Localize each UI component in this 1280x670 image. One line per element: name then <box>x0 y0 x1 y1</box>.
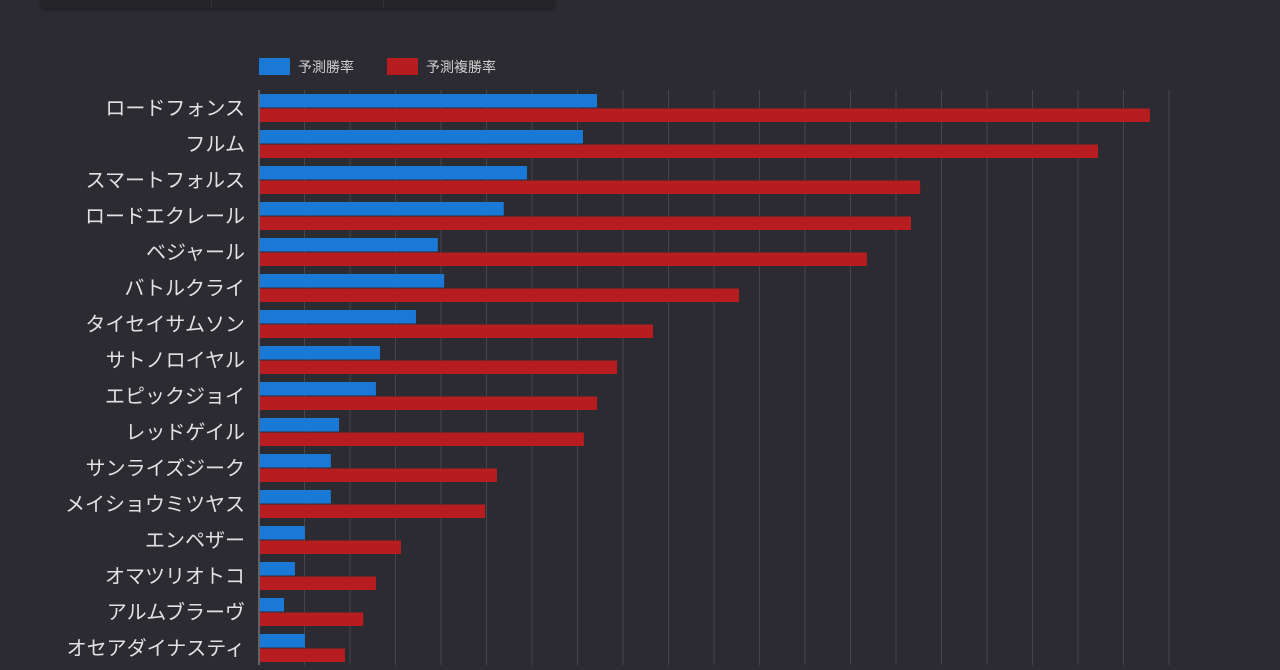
category-label: サトノロイヤル <box>106 348 245 372</box>
category-label: フルム <box>185 132 245 156</box>
category-label: スマートフォルス <box>86 168 245 192</box>
bar-win-rate <box>260 454 331 468</box>
bar-win-rate <box>260 562 295 576</box>
bar-place-rate <box>260 144 1099 158</box>
category-label: オマツリオトコ <box>105 564 245 588</box>
bar-win-rate <box>260 526 305 540</box>
bar-win-rate <box>260 382 376 396</box>
category-label: ロードエクレール <box>85 204 245 228</box>
bar-place-rate <box>260 612 364 626</box>
legend-swatch <box>387 58 418 75</box>
bar-win-rate <box>260 166 527 180</box>
bar-place-rate <box>260 252 867 266</box>
bar-place-rate <box>260 108 1150 122</box>
category-label: ロードフォンス <box>105 96 245 120</box>
legend-label: 予測勝率 <box>298 59 354 76</box>
top-panel-segment <box>40 0 212 8</box>
bar-place-rate <box>260 288 740 302</box>
bar-place-rate <box>260 360 618 374</box>
bar-win-rate <box>260 418 340 432</box>
bar-win-rate <box>260 238 438 252</box>
category-label: バトルクライ <box>124 276 245 300</box>
category-label: アルムブラーヴ <box>107 600 245 624</box>
bar-place-rate <box>260 216 912 230</box>
top-panel-segment <box>212 0 384 8</box>
bar-place-rate <box>260 324 654 338</box>
bar-place-rate <box>260 504 486 518</box>
bar-win-rate <box>260 598 285 612</box>
legend-swatch <box>259 58 290 75</box>
bar-place-rate <box>260 432 584 446</box>
bar-win-rate <box>260 346 381 360</box>
bar-win-rate <box>260 94 598 108</box>
category-label: タイセイサムソン <box>85 312 245 336</box>
category-label: メイショウミツヤス <box>65 492 245 516</box>
bar-place-rate <box>260 540 401 554</box>
bar-win-rate <box>260 490 331 504</box>
bar-win-rate <box>260 130 583 144</box>
bar-win-rate <box>260 310 416 324</box>
category-label: レッドゲイル <box>125 420 245 444</box>
category-label: サンライズジーク <box>86 456 245 480</box>
category-label: エンペザー <box>145 528 245 552</box>
legend-label: 予測複勝率 <box>426 59 496 76</box>
bar-win-rate <box>260 274 445 288</box>
category-label: オセアダイナスティ <box>67 636 245 660</box>
bar-place-rate <box>260 576 376 590</box>
bar-win-rate <box>260 634 305 648</box>
bar-place-rate <box>260 396 598 410</box>
bar-place-rate <box>260 180 921 194</box>
bar-place-rate <box>260 648 345 662</box>
top-panel-strip <box>40 0 555 8</box>
category-label: エピックジョイ <box>105 384 245 408</box>
bar-place-rate <box>260 468 497 482</box>
bar-win-rate <box>260 202 504 216</box>
category-label: ベジャール <box>146 240 245 264</box>
